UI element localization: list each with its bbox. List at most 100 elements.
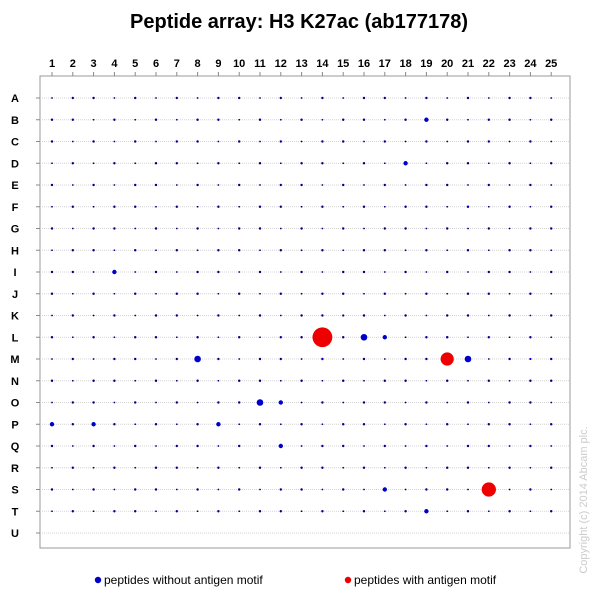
x-tick-label: 1 — [49, 58, 55, 70]
point-without-motif — [256, 399, 264, 406]
background-dot — [300, 140, 303, 143]
background-dot — [71, 96, 75, 100]
x-tick-label: 22 — [483, 58, 495, 70]
background-dot — [51, 358, 53, 360]
background-dot — [51, 314, 53, 317]
background-dot — [342, 118, 345, 121]
background-dot — [92, 292, 95, 295]
background-dot — [508, 379, 511, 382]
background-dot — [446, 162, 449, 165]
background-dot — [196, 97, 199, 99]
background-dot — [404, 140, 407, 143]
background-dot — [300, 336, 303, 339]
background-dots — [50, 96, 553, 513]
background-dot — [238, 510, 241, 513]
background-dot — [383, 227, 386, 230]
y-tick-label: H — [11, 245, 19, 257]
background-dot — [466, 292, 470, 295]
background-dot — [487, 205, 490, 208]
background-dot — [466, 401, 470, 404]
background-dot — [196, 205, 199, 208]
background-dot — [71, 270, 75, 274]
background-dot — [321, 249, 324, 252]
background-dot — [550, 379, 553, 382]
background-dot — [238, 183, 241, 187]
background-dot — [300, 510, 303, 513]
background-dot — [362, 205, 366, 208]
background-dot — [279, 379, 282, 382]
background-dot — [404, 184, 407, 186]
background-dot — [154, 118, 158, 121]
background-dot — [383, 96, 386, 100]
background-dot — [404, 292, 407, 295]
background-dot — [404, 336, 407, 339]
background-dot — [92, 466, 95, 469]
background-dot — [134, 118, 137, 121]
background-dot — [529, 205, 532, 208]
background-dot — [383, 162, 386, 165]
background-dot — [196, 292, 199, 295]
background-dot — [466, 466, 470, 469]
background-dot — [134, 249, 137, 252]
point-without-motif — [424, 117, 429, 122]
background-dot — [300, 423, 303, 426]
background-dot — [279, 205, 282, 208]
background-dot — [446, 314, 449, 317]
background-dot — [529, 249, 532, 252]
point-without-motif — [112, 269, 117, 275]
background-dot — [446, 466, 449, 469]
background-dot — [383, 358, 386, 360]
background-dot — [113, 140, 116, 143]
background-dot — [508, 140, 511, 143]
background-dot — [113, 466, 116, 469]
x-tick-label: 14 — [316, 58, 329, 70]
background-dot — [259, 184, 261, 186]
background-dot — [196, 270, 199, 274]
background-dot — [508, 270, 511, 274]
background-dot — [134, 357, 137, 361]
background-dot — [134, 205, 137, 208]
background-dot — [258, 379, 262, 382]
background-dot — [321, 314, 324, 317]
background-dot — [134, 183, 137, 187]
background-dot — [238, 488, 241, 491]
background-dot — [487, 227, 490, 230]
x-tick-label: 23 — [503, 58, 515, 70]
background-dot — [279, 118, 282, 121]
background-dot — [529, 379, 532, 382]
background-dot — [279, 510, 282, 513]
background-dot — [154, 336, 158, 339]
y-tick-label: K — [11, 311, 19, 323]
background-dot — [259, 292, 261, 295]
background-dot — [259, 445, 261, 447]
background-dot — [258, 205, 262, 208]
x-tick-label: 9 — [215, 58, 221, 70]
background-dot — [487, 444, 490, 448]
background-dot — [446, 445, 449, 447]
background-dot — [300, 466, 303, 469]
background-dot — [487, 162, 490, 165]
background-dot — [321, 466, 324, 469]
background-dot — [175, 271, 178, 273]
legend-label-without-motif: peptides without antigen motif — [104, 573, 263, 587]
background-dot — [362, 270, 366, 274]
background-dot — [425, 423, 428, 426]
background-dot — [134, 96, 137, 100]
background-dot — [342, 183, 345, 187]
background-dot — [279, 314, 282, 317]
background-dot — [362, 162, 366, 165]
background-dot — [71, 510, 75, 513]
background-dot — [279, 162, 282, 165]
background-dot — [92, 444, 95, 448]
background-dot — [383, 271, 386, 273]
y-tick-label: I — [13, 267, 16, 279]
background-dot — [508, 184, 511, 186]
y-tick-label: E — [11, 180, 18, 192]
background-dot — [383, 183, 386, 187]
background-dot — [92, 336, 95, 339]
point-without-motif — [464, 355, 472, 363]
background-dot — [487, 270, 490, 274]
background-dot — [466, 510, 470, 513]
background-dot — [300, 205, 303, 208]
background-dot — [446, 292, 449, 295]
